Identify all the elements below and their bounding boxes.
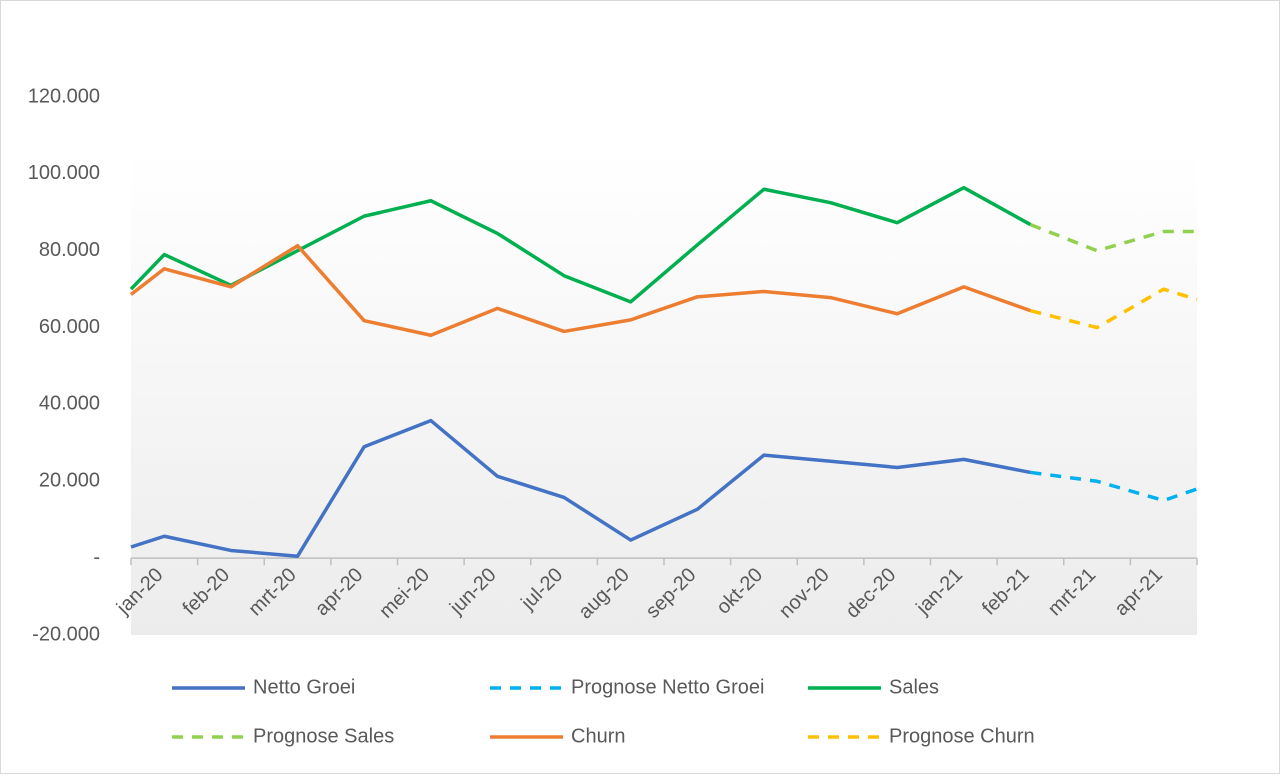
series-line — [1029, 222, 1197, 253]
series-line — [1030, 470, 1198, 503]
series-line — [129, 243, 1032, 338]
y-tick-label: -20.000 — [32, 623, 100, 645]
y-tick-label: 80.000 — [39, 239, 100, 261]
legend-label: Prognose Sales — [253, 725, 394, 747]
y-tick-label: 20.000 — [39, 470, 100, 492]
y-tick-label: 40.000 — [39, 393, 100, 415]
legend-label: Prognose Netto Groei — [571, 676, 764, 698]
legend-label: Churn — [571, 725, 625, 747]
legend-label: Netto Groei — [253, 676, 355, 698]
legend-label: Sales — [889, 676, 939, 698]
y-tick-label: - — [93, 546, 100, 568]
legend-label: Prognose Churn — [889, 725, 1035, 747]
plot-area — [131, 150, 1197, 635]
series-line — [130, 418, 1031, 558]
y-tick-label: 120.000 — [28, 85, 100, 107]
series-line — [1030, 287, 1198, 330]
y-tick-label: 100.000 — [28, 162, 100, 184]
y-tick-label: 60.000 — [39, 316, 100, 338]
